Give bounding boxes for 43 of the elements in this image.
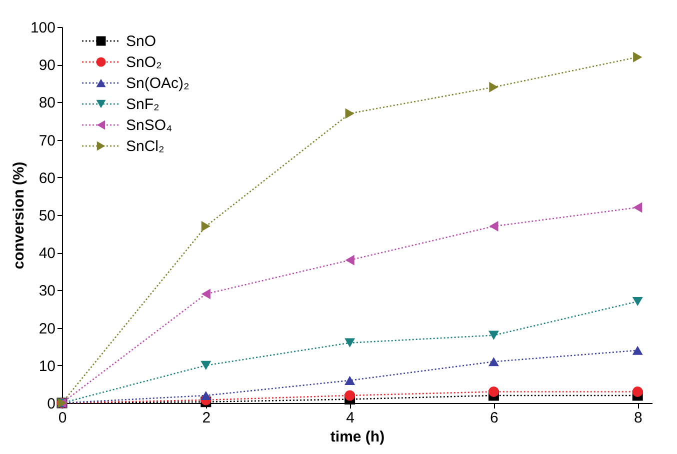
- point: [632, 296, 643, 306]
- point: [632, 386, 643, 397]
- legend-label: Sn(OAc)₂: [126, 75, 190, 92]
- point: [633, 52, 642, 62]
- y-tick-label: 10: [38, 358, 56, 375]
- legend-label: SnF₂: [126, 96, 160, 113]
- legend-label: SnO₂: [126, 54, 162, 71]
- x-tick-label: 6: [490, 410, 498, 426]
- y-tick-label: 0: [47, 396, 56, 412]
- point: [344, 376, 356, 385]
- legend-label: SnCl₂: [126, 138, 165, 155]
- legend-label: SnSO₄: [126, 117, 172, 134]
- y-tick-label: 50: [38, 208, 56, 224]
- point: [200, 390, 212, 400]
- x-tick-label: 4: [346, 410, 354, 426]
- point: [488, 357, 499, 366]
- x-tick-label: 2: [202, 410, 211, 426]
- x-tick-label: 8: [634, 410, 642, 426]
- point: [345, 254, 354, 266]
- legend-label: SnO: [126, 33, 156, 50]
- point: [344, 390, 356, 401]
- x-axis-title: time (h): [330, 428, 385, 446]
- y-tick-label: 60: [38, 170, 56, 187]
- y-tick-label: 20: [38, 320, 56, 338]
- point: [201, 221, 210, 232]
- y-tick-label: 40: [38, 245, 56, 262]
- y-axis-title: conversion (%): [10, 162, 28, 270]
- point: [344, 338, 356, 348]
- x-tick-label: 0: [58, 410, 67, 426]
- point: [632, 346, 643, 355]
- point: [489, 221, 498, 232]
- point: [488, 330, 499, 340]
- y-tick-label: 90: [38, 57, 56, 74]
- y-tick-label: 100: [30, 20, 56, 36]
- point: [489, 82, 498, 92]
- point: [201, 288, 210, 300]
- point: [633, 202, 642, 213]
- y-tick-label: 80: [38, 94, 56, 112]
- y-tick-label: 70: [38, 132, 56, 150]
- point: [488, 386, 499, 397]
- point: [345, 108, 354, 119]
- point: [200, 360, 212, 370]
- y-tick-label: 30: [38, 282, 56, 300]
